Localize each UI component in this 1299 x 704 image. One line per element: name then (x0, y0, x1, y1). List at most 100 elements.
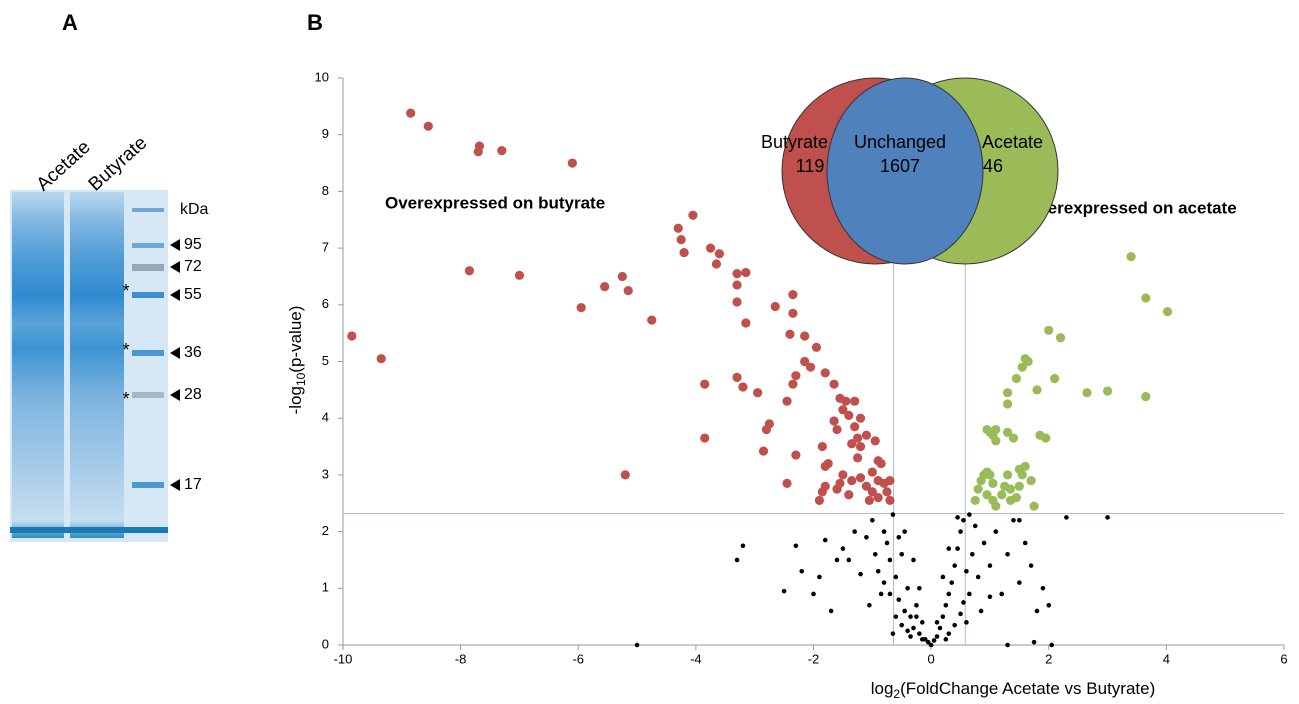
x-tick-label: 2 (1045, 651, 1052, 666)
point (885, 476, 894, 485)
point (753, 388, 762, 397)
x-tick-label: -2 (808, 651, 820, 666)
point (1017, 518, 1022, 523)
point (568, 158, 577, 167)
point (885, 541, 890, 546)
point (902, 529, 907, 534)
point (955, 515, 960, 520)
point (838, 470, 847, 479)
unit-label: kDa (180, 201, 209, 218)
point (600, 282, 609, 291)
point (1024, 357, 1033, 366)
point (732, 280, 741, 289)
x-tick-label: -8 (455, 651, 467, 666)
point (871, 436, 880, 445)
y-label-part: -log (286, 386, 305, 414)
point (932, 638, 937, 643)
y-tick-label: 6 (322, 296, 329, 311)
point (917, 631, 922, 636)
point (988, 595, 993, 600)
point (979, 609, 984, 614)
point (911, 558, 916, 563)
point (1006, 484, 1015, 493)
point (914, 603, 919, 608)
point (788, 309, 797, 318)
point (994, 529, 999, 534)
venn-count: 1607 (880, 156, 920, 176)
asterisk: * (122, 281, 129, 301)
point (935, 634, 940, 639)
y-tick-label: 7 (322, 240, 329, 255)
point (946, 546, 951, 551)
point (905, 586, 910, 591)
point (1049, 643, 1054, 648)
marker-label: 95 (184, 236, 202, 253)
point (961, 518, 966, 523)
point (847, 476, 856, 485)
point (908, 634, 913, 639)
point (850, 397, 859, 406)
point (794, 543, 799, 548)
marker-arrow (170, 479, 180, 491)
x-tick-label: -6 (572, 651, 584, 666)
point (973, 524, 978, 529)
point (841, 546, 846, 551)
point (680, 248, 689, 257)
point (882, 487, 891, 496)
point (885, 496, 894, 505)
point (1126, 252, 1135, 261)
point (782, 479, 791, 488)
venn-count: 46 (983, 156, 1003, 176)
point (832, 425, 841, 434)
panel-label: B (307, 10, 323, 35)
point (862, 431, 871, 440)
point (868, 467, 877, 476)
point (894, 575, 899, 580)
point (882, 529, 887, 534)
y-tick-label: 5 (322, 353, 329, 368)
point (882, 580, 887, 585)
point (905, 629, 910, 634)
point (1041, 586, 1046, 591)
y-axis-label: -log10(p-value) (286, 306, 308, 415)
point (902, 609, 907, 614)
point (1006, 496, 1015, 505)
point (941, 575, 946, 580)
point (853, 453, 862, 462)
point (991, 425, 1000, 434)
point (406, 109, 415, 118)
point (788, 290, 797, 299)
point (821, 462, 830, 471)
y-tick-label: 10 (315, 69, 329, 84)
point (1046, 603, 1051, 608)
point (1032, 385, 1041, 394)
plot: -10-8-6-4-20246012345678910Overexpressed… (315, 69, 1288, 666)
x-tick-label: -10 (334, 651, 353, 666)
point (964, 569, 969, 574)
lane-label: Acetate (33, 137, 95, 196)
point (732, 297, 741, 306)
point (1012, 374, 1021, 383)
point (1103, 386, 1112, 395)
point (712, 259, 721, 268)
point (964, 620, 969, 625)
point (896, 535, 901, 540)
point (829, 609, 834, 614)
point (874, 493, 883, 502)
point (846, 558, 851, 563)
point (999, 592, 1004, 597)
point (677, 235, 686, 244)
venn-count: 119 (796, 156, 825, 176)
point (347, 331, 356, 340)
point (891, 631, 896, 636)
point (732, 269, 741, 278)
marker-label: 17 (184, 476, 202, 493)
point (741, 543, 746, 548)
y-label-part: (p-value) (286, 306, 305, 373)
venn-label: Butyrate (761, 132, 828, 152)
marker-arrow (170, 239, 180, 251)
point (732, 373, 741, 382)
point (782, 397, 791, 406)
point (949, 580, 954, 585)
markers: 957255362817 (170, 236, 202, 493)
